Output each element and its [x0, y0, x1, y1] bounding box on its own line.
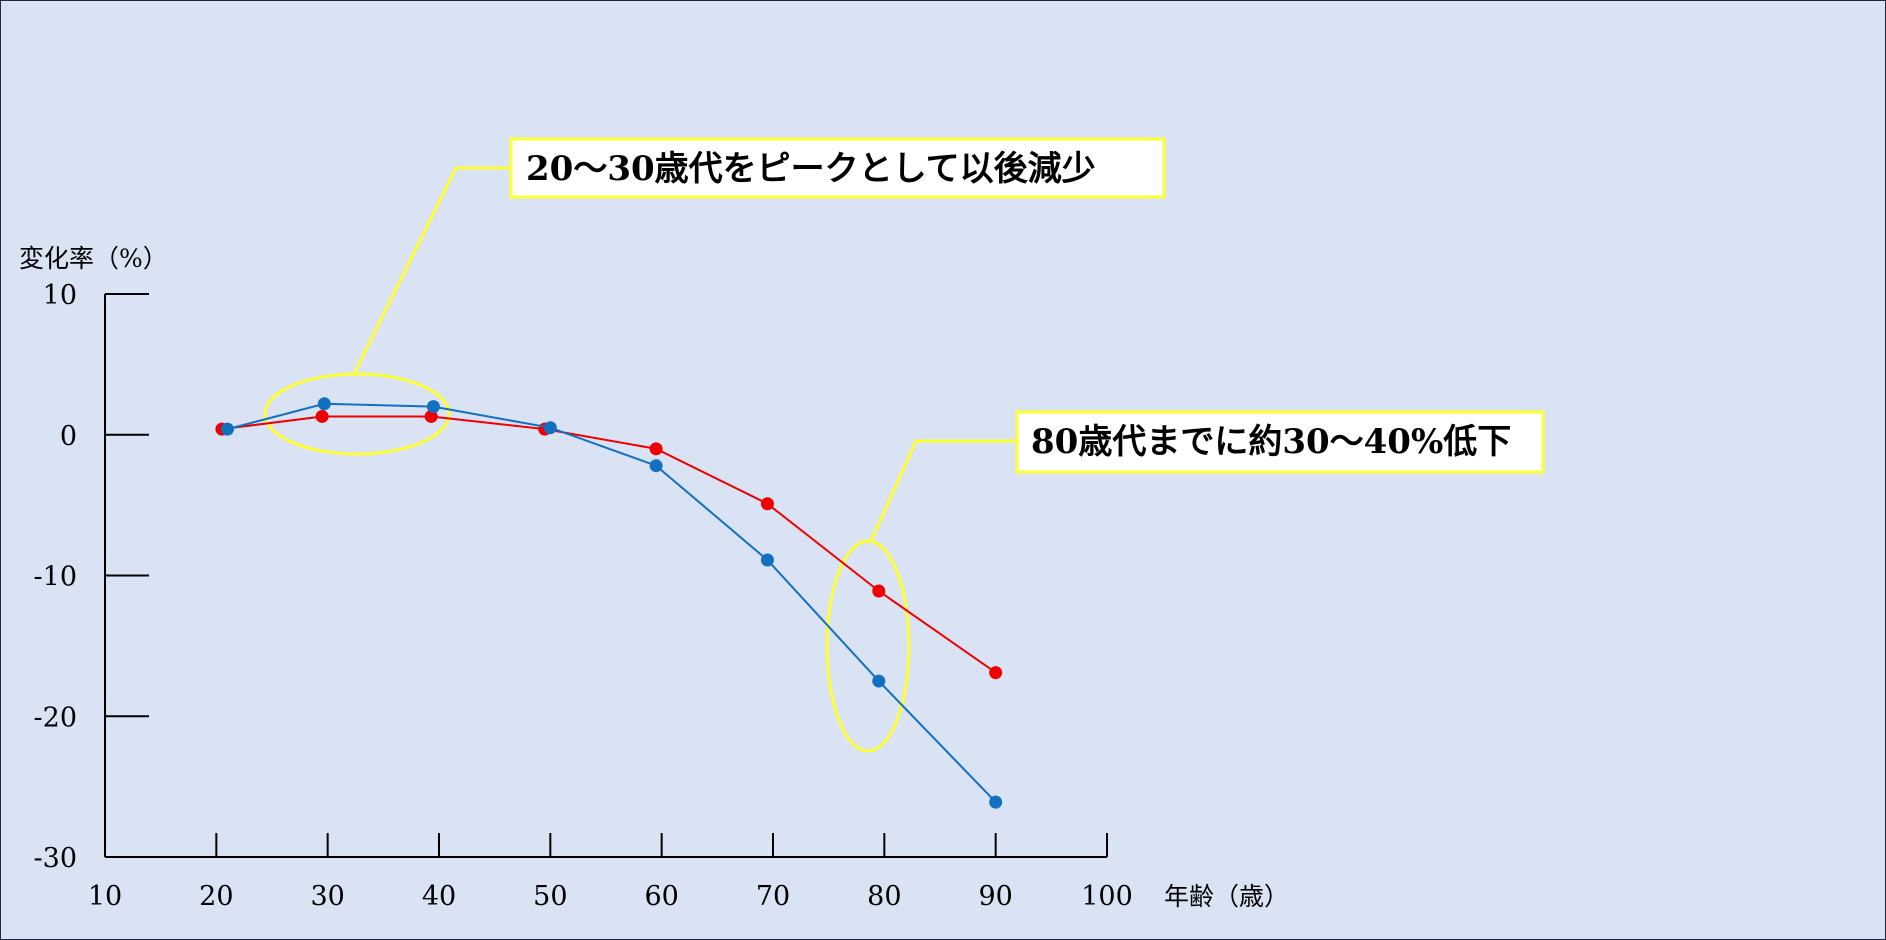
y-axis-title: 変化率（%）: [19, 244, 168, 273]
series-layer: [215, 397, 1003, 809]
x-tick-label: 10: [88, 881, 122, 912]
series-2-point: [426, 400, 440, 414]
callout-leader-1: [352, 166, 511, 375]
y-tick-label: 10: [43, 280, 77, 311]
x-tick-label: 40: [422, 881, 456, 912]
x-ticks: 10 20 30 40 50 60 70 80 90 100: [88, 833, 1133, 912]
series-2-point: [649, 459, 663, 473]
series-2-point: [220, 422, 234, 436]
x-axis-title: 年齢（歳）: [1164, 882, 1289, 911]
series-2-point: [989, 795, 1003, 809]
x-tick-label: 30: [310, 881, 344, 912]
series-1-point: [872, 584, 886, 598]
x-tick-label: 60: [644, 881, 678, 912]
callout-text-1: 20〜30歳代をピークとして以後減少: [526, 149, 1096, 189]
x-tick-label: 20: [199, 881, 233, 912]
x-tick-label: 80: [867, 881, 901, 912]
series-1-point: [649, 442, 663, 456]
callout-box-2: [1015, 410, 1545, 474]
series-1-point: [760, 497, 774, 511]
series-2-point: [872, 674, 886, 688]
series-1-point: [989, 666, 1003, 680]
y-tick-label: -20: [34, 702, 77, 733]
x-tick-label: 50: [533, 881, 567, 912]
series-2-point: [760, 553, 774, 567]
series-line-1: [221, 415, 997, 674]
y-tick-label: -30: [34, 843, 77, 874]
y-tick-label: 0: [60, 421, 77, 452]
x-tick-label: 90: [978, 881, 1012, 912]
callout-leader-2: [869, 439, 1017, 542]
x-tick-label: 70: [756, 881, 790, 912]
series-2-point: [543, 421, 557, 435]
series-1-point: [424, 409, 438, 423]
highlight-ellipse-80s: [825, 539, 911, 753]
callout-box-1: [509, 137, 1166, 199]
x-tick-label: 100: [1081, 881, 1133, 912]
callout-text-2: 80歳代までに約30〜40%低下: [1031, 422, 1511, 462]
series-1-point: [315, 409, 329, 423]
highlight-ellipse-peak: [263, 372, 451, 456]
series-2-point: [317, 397, 331, 411]
y-ticks: 10 0 -10 -20 -30: [34, 280, 149, 874]
series-line-2: [227, 402, 997, 803]
y-tick-label: -10: [34, 562, 77, 593]
